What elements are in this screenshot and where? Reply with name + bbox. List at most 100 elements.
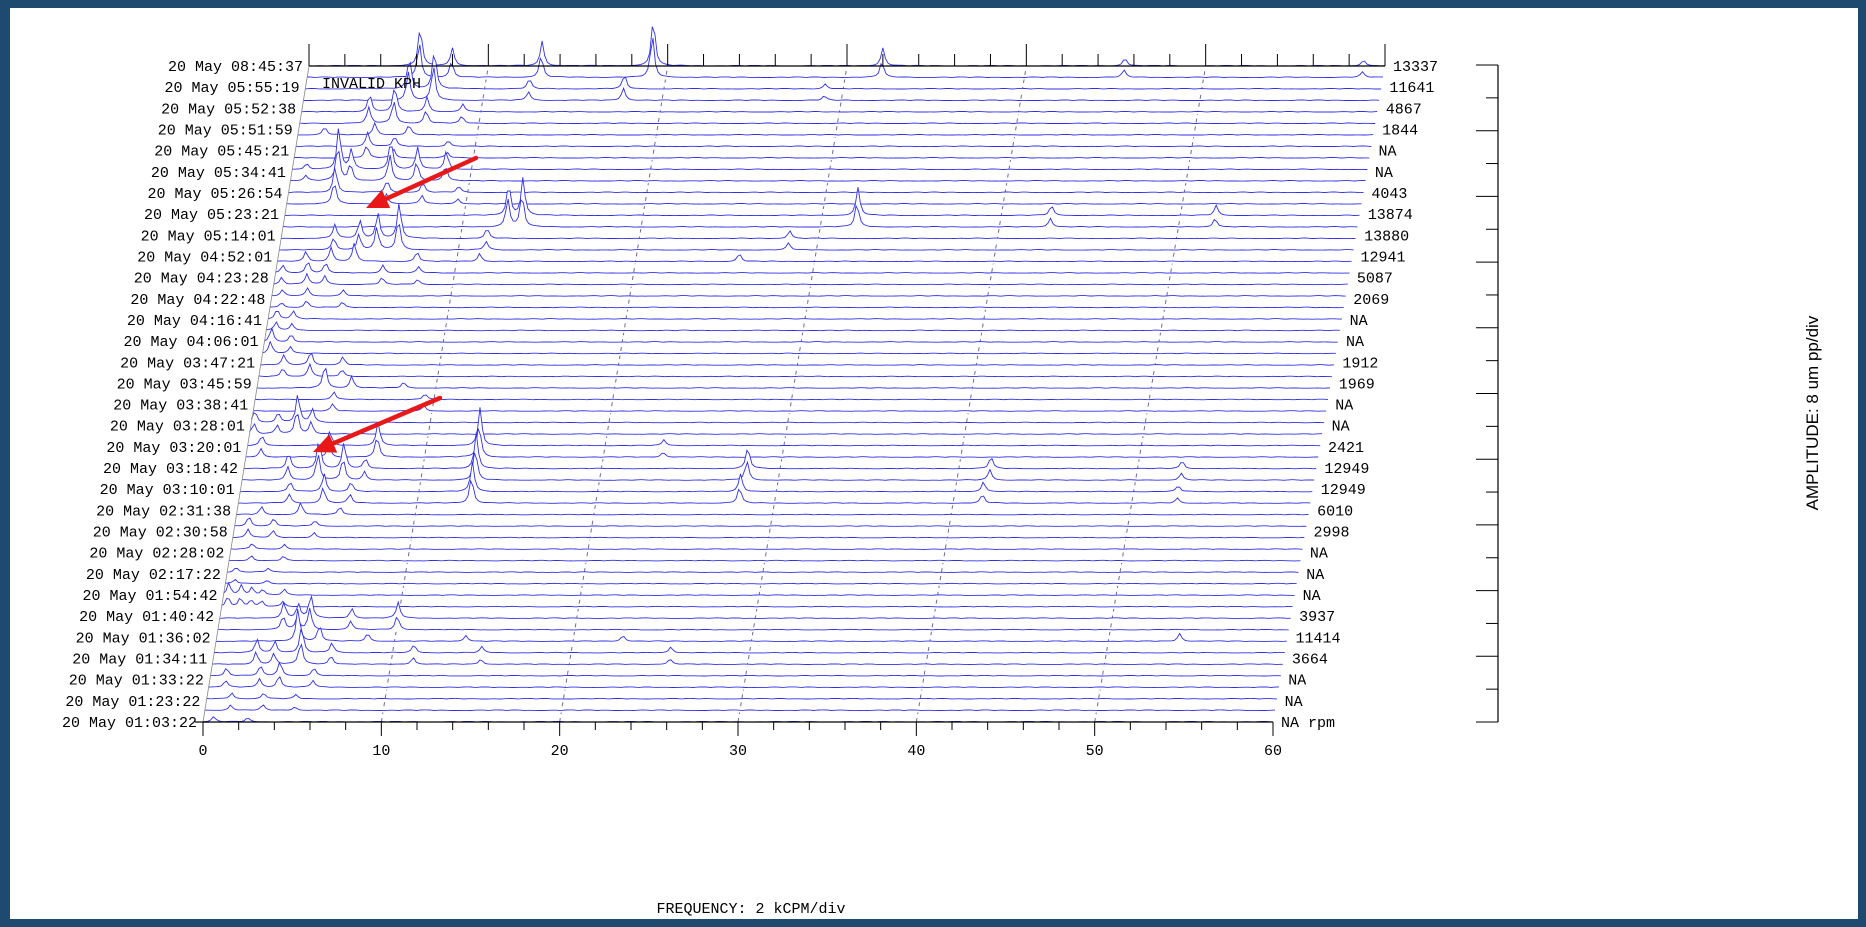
spectrum-trace: [225, 578, 1297, 585]
row-rpm-label: 4867: [1386, 101, 1422, 118]
row-rpm-label: NA: [1310, 546, 1328, 563]
spectrum-trace: [210, 661, 1281, 677]
row-rpm-label: NA: [1346, 334, 1364, 351]
spectrum-trace: [256, 367, 1331, 389]
row-rpm-label: 6010: [1317, 503, 1353, 520]
red-arrow-shaft: [376, 155, 479, 205]
x-tick-label: 30: [729, 743, 747, 760]
trace-mask: [240, 461, 1313, 494]
spectrum-trace: [253, 403, 1327, 412]
trace-mask: [232, 529, 1305, 540]
grid-line: [915, 65, 1027, 723]
row-rpm-label: NA: [1379, 144, 1397, 161]
row-rpm-label: NA: [1350, 313, 1368, 330]
trace-mask: [208, 676, 1279, 690]
spectrum-trace: [288, 167, 1364, 194]
spectrum-trace: [204, 704, 1276, 711]
grid-line: [380, 65, 489, 723]
spectrum-trace: [208, 675, 1279, 688]
row-timestamp-label: 20 May 04:06:01: [124, 334, 259, 351]
row-rpm-label: 2069: [1353, 292, 1389, 309]
spectrum-trace: [275, 262, 1350, 274]
row-timestamp-label: 20 May 05:14:01: [141, 228, 276, 245]
row-rpm-label: 3937: [1299, 609, 1335, 626]
spectrum-trace: [260, 352, 1334, 366]
row-timestamp-label: 20 May 01:23:22: [65, 694, 200, 711]
spectrum-trace: [295, 130, 1372, 148]
row-timestamp-label: 20 May 03:20:01: [106, 440, 241, 457]
trace-mask: [281, 203, 1356, 241]
x-tick-label: 20: [551, 743, 569, 760]
spectrum-trace: [227, 567, 1299, 573]
red-arrow-head: [313, 434, 338, 453]
row-timestamp-label: 20 May 01:40:42: [79, 609, 214, 626]
trace-mask: [249, 414, 1323, 437]
spectrum-trace: [236, 501, 1309, 516]
spectrum-trace: [234, 517, 1307, 527]
spectrum-trace: [262, 340, 1336, 355]
row-rpm-label: 13874: [1368, 207, 1413, 224]
row-rpm-label: 12949: [1324, 461, 1369, 478]
trace-mask: [260, 353, 1334, 368]
spectrum-trace: [299, 102, 1376, 124]
trace-mask: [221, 598, 1293, 609]
row-rpm-label: 1912: [1342, 355, 1378, 372]
spectrum-trace: [269, 300, 1344, 309]
spectrum-trace: [243, 432, 1317, 470]
spectrum-trace: [281, 203, 1356, 240]
row-timestamp-label: 20 May 03:38:41: [113, 398, 248, 415]
row-timestamp-label: 20 May 04:22:48: [130, 292, 265, 309]
row-rpm-label: 12941: [1360, 249, 1405, 266]
spectrum-trace: [307, 38, 1384, 78]
trace-mask: [297, 122, 1374, 138]
row-rpm-label: 1844: [1382, 122, 1418, 139]
spectrum-trace: [277, 243, 1352, 263]
spectrum-trace: [271, 286, 1346, 297]
spectrum-trace: [282, 198, 1358, 228]
spectrum-trace: [240, 461, 1313, 493]
row-timestamp-label: 20 May 05:26:54: [147, 186, 282, 203]
row-timestamp-label: 20 May 01:33:22: [69, 673, 204, 690]
x-tick-label: 50: [1086, 743, 1104, 760]
row-timestamp-label: 20 May 03:28:01: [110, 419, 245, 436]
trace-mask: [234, 518, 1307, 529]
row-rpm-label: NA: [1332, 419, 1350, 436]
row-timestamp-label: 20 May 02:17:22: [86, 567, 221, 584]
trace-mask: [242, 452, 1315, 483]
spectrum-trace: [279, 223, 1354, 251]
spectrum-trace: [217, 607, 1289, 631]
trace-mask: [290, 151, 1366, 184]
trace-mask: [223, 582, 1295, 598]
chart-panel: 0 10 20 30 40 50 60 20 May 08:45:37 13337 20 May …: [10, 8, 1858, 919]
row-rpm-label: NA: [1306, 567, 1324, 584]
x-axis-title: FREQUENCY: 2 kCPM/div: [656, 901, 845, 918]
trace-mask: [266, 322, 1340, 333]
trace-mask: [299, 102, 1376, 126]
trace-mask: [210, 662, 1281, 678]
spectrum-traces: [203, 26, 1386, 724]
trace-mask: [214, 629, 1285, 655]
trace-mask: [216, 609, 1287, 644]
spectrum-trace: [292, 128, 1368, 171]
spectrum-trace: [212, 643, 1283, 665]
row-timestamp-label: 20 May 05:34:41: [151, 165, 286, 182]
row-timestamp-label: 20 May 04:52:01: [137, 249, 272, 266]
spectrum-trace: [294, 146, 1370, 159]
spectrum-trace: [301, 88, 1378, 113]
spectrum-trace: [305, 54, 1382, 90]
x-tick-label: 10: [372, 743, 390, 760]
spectrum-trace: [232, 528, 1305, 539]
row-timestamp-label: 20 May 05:23:21: [144, 207, 279, 224]
spectrum-trace: [206, 692, 1277, 700]
spectrum-trace: [255, 391, 1329, 401]
spectrum-trace: [215, 608, 1287, 642]
spectrum-trace: [273, 272, 1348, 286]
row-timestamp-label: 20 May 03:10:01: [100, 482, 235, 499]
spectrum-trace: [250, 395, 1325, 424]
row-rpm-label: 5087: [1357, 271, 1393, 288]
spectrum-trace: [221, 597, 1293, 608]
spectrum-trace: [223, 581, 1295, 596]
spectrum-trace: [284, 177, 1360, 217]
trace-mask: [273, 273, 1348, 287]
trace-mask: [279, 224, 1354, 253]
